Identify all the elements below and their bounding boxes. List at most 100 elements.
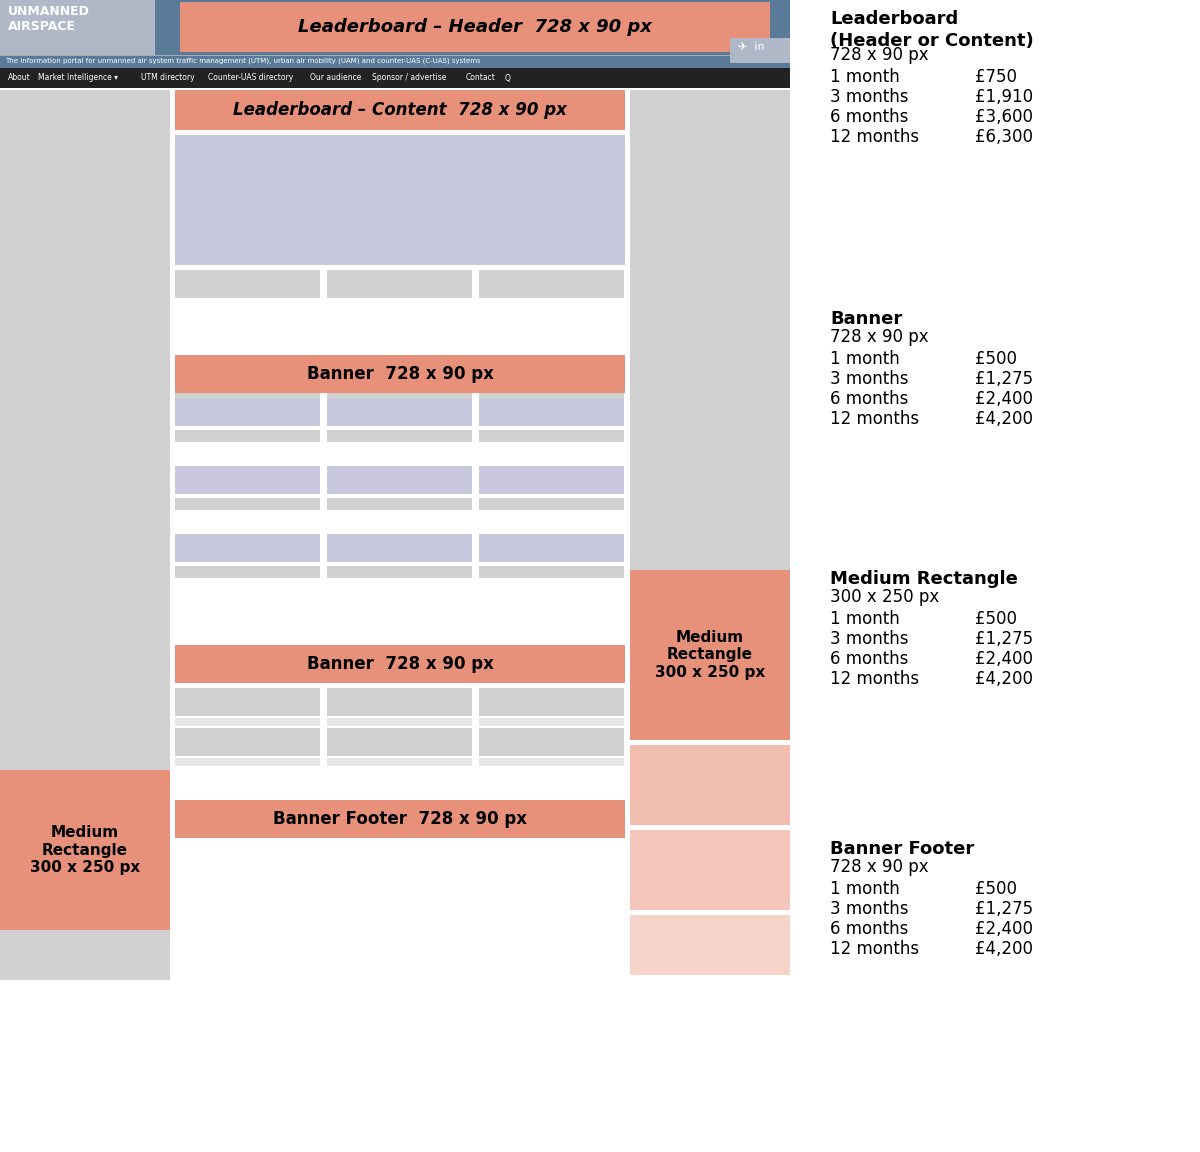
Text: Banner Footer: Banner Footer bbox=[830, 840, 974, 858]
Text: Leaderboard – Header  728 x 90 px: Leaderboard – Header 728 x 90 px bbox=[298, 18, 652, 36]
FancyBboxPatch shape bbox=[175, 397, 320, 426]
Text: 728 x 90 px: 728 x 90 px bbox=[830, 328, 929, 346]
Text: £6,300: £6,300 bbox=[974, 128, 1033, 146]
FancyBboxPatch shape bbox=[180, 2, 770, 52]
FancyBboxPatch shape bbox=[0, 770, 170, 930]
FancyBboxPatch shape bbox=[630, 570, 790, 740]
Text: 3 months: 3 months bbox=[830, 370, 908, 388]
FancyBboxPatch shape bbox=[175, 728, 320, 756]
FancyBboxPatch shape bbox=[326, 370, 472, 397]
Text: 6 months: 6 months bbox=[830, 920, 908, 938]
FancyBboxPatch shape bbox=[326, 467, 472, 494]
Text: 12 months: 12 months bbox=[830, 410, 919, 429]
Text: Banner Footer  728 x 90 px: Banner Footer 728 x 90 px bbox=[274, 810, 527, 828]
FancyBboxPatch shape bbox=[479, 467, 624, 494]
FancyBboxPatch shape bbox=[479, 270, 624, 298]
FancyBboxPatch shape bbox=[479, 566, 624, 578]
FancyBboxPatch shape bbox=[326, 718, 472, 726]
Text: 3 months: 3 months bbox=[830, 900, 908, 918]
Text: Banner: Banner bbox=[830, 310, 902, 328]
Text: 6 months: 6 months bbox=[830, 391, 908, 408]
FancyBboxPatch shape bbox=[479, 430, 624, 442]
Text: 3 months: 3 months bbox=[830, 630, 908, 647]
Text: 1 month: 1 month bbox=[830, 350, 900, 367]
Text: £4,200: £4,200 bbox=[974, 410, 1033, 429]
FancyBboxPatch shape bbox=[326, 758, 472, 766]
FancyBboxPatch shape bbox=[479, 397, 624, 426]
Text: 6 months: 6 months bbox=[830, 108, 908, 126]
FancyBboxPatch shape bbox=[0, 90, 170, 980]
FancyBboxPatch shape bbox=[175, 535, 320, 562]
Text: Market Intelligence ▾: Market Intelligence ▾ bbox=[38, 74, 119, 83]
Text: The information portal for unmanned air system traffic management (UTM), urban a: The information portal for unmanned air … bbox=[5, 58, 481, 65]
FancyBboxPatch shape bbox=[0, 68, 790, 88]
FancyBboxPatch shape bbox=[175, 90, 625, 130]
FancyBboxPatch shape bbox=[326, 430, 472, 442]
Text: Sponsor / advertise: Sponsor / advertise bbox=[372, 74, 446, 83]
FancyBboxPatch shape bbox=[175, 498, 320, 510]
FancyBboxPatch shape bbox=[326, 566, 472, 578]
FancyBboxPatch shape bbox=[175, 799, 625, 838]
FancyBboxPatch shape bbox=[175, 135, 625, 265]
FancyBboxPatch shape bbox=[730, 38, 790, 63]
FancyBboxPatch shape bbox=[326, 535, 472, 562]
Text: £750: £750 bbox=[974, 68, 1018, 86]
FancyBboxPatch shape bbox=[175, 718, 320, 726]
FancyBboxPatch shape bbox=[326, 270, 472, 298]
Text: Banner  728 x 90 px: Banner 728 x 90 px bbox=[306, 365, 493, 382]
FancyBboxPatch shape bbox=[175, 270, 320, 298]
Text: £500: £500 bbox=[974, 350, 1018, 367]
Text: £1,275: £1,275 bbox=[974, 370, 1033, 388]
Text: UTM directory: UTM directory bbox=[142, 74, 194, 83]
FancyBboxPatch shape bbox=[479, 758, 624, 766]
Text: £3,600: £3,600 bbox=[974, 108, 1033, 126]
Text: Medium
Rectangle
300 x 250 px: Medium Rectangle 300 x 250 px bbox=[30, 825, 140, 874]
FancyBboxPatch shape bbox=[479, 498, 624, 510]
Text: Medium
Rectangle
300 x 250 px: Medium Rectangle 300 x 250 px bbox=[655, 630, 766, 680]
Text: £4,200: £4,200 bbox=[974, 940, 1033, 958]
Text: Q: Q bbox=[505, 74, 511, 83]
FancyBboxPatch shape bbox=[630, 915, 790, 975]
Text: Leaderboard
(Header or Content): Leaderboard (Header or Content) bbox=[830, 10, 1033, 51]
FancyBboxPatch shape bbox=[0, 0, 790, 79]
FancyBboxPatch shape bbox=[630, 829, 790, 910]
Text: £500: £500 bbox=[974, 611, 1018, 628]
Text: Counter-UAS directory: Counter-UAS directory bbox=[208, 74, 293, 83]
Text: Leaderboard – Content  728 x 90 px: Leaderboard – Content 728 x 90 px bbox=[233, 101, 566, 119]
FancyBboxPatch shape bbox=[175, 758, 320, 766]
Text: £2,400: £2,400 bbox=[974, 650, 1033, 668]
Text: ✈  in: ✈ in bbox=[738, 41, 764, 52]
Text: 1 month: 1 month bbox=[830, 880, 900, 899]
FancyBboxPatch shape bbox=[326, 397, 472, 426]
FancyBboxPatch shape bbox=[479, 370, 624, 397]
FancyBboxPatch shape bbox=[630, 90, 790, 570]
Text: £1,910: £1,910 bbox=[974, 88, 1033, 106]
FancyBboxPatch shape bbox=[175, 566, 320, 578]
Text: 1 month: 1 month bbox=[830, 68, 900, 86]
Text: About: About bbox=[8, 74, 31, 83]
FancyBboxPatch shape bbox=[175, 688, 320, 717]
FancyBboxPatch shape bbox=[175, 370, 320, 397]
FancyBboxPatch shape bbox=[479, 718, 624, 726]
Text: Contact: Contact bbox=[466, 74, 496, 83]
Text: £1,275: £1,275 bbox=[974, 630, 1033, 647]
Text: 728 x 90 px: 728 x 90 px bbox=[830, 46, 929, 65]
Text: £500: £500 bbox=[974, 880, 1018, 899]
Text: £2,400: £2,400 bbox=[974, 391, 1033, 408]
FancyBboxPatch shape bbox=[326, 728, 472, 756]
FancyBboxPatch shape bbox=[326, 688, 472, 717]
FancyBboxPatch shape bbox=[630, 745, 790, 825]
Text: £1,275: £1,275 bbox=[974, 900, 1033, 918]
Text: 12 months: 12 months bbox=[830, 128, 919, 146]
FancyBboxPatch shape bbox=[0, 0, 155, 55]
FancyBboxPatch shape bbox=[175, 645, 625, 683]
Text: Medium Rectangle: Medium Rectangle bbox=[830, 570, 1018, 588]
FancyBboxPatch shape bbox=[326, 498, 472, 510]
FancyBboxPatch shape bbox=[479, 688, 624, 717]
FancyBboxPatch shape bbox=[479, 728, 624, 756]
FancyBboxPatch shape bbox=[479, 535, 624, 562]
FancyBboxPatch shape bbox=[175, 467, 320, 494]
Text: UNMANNED
AIRSPACE: UNMANNED AIRSPACE bbox=[8, 5, 90, 33]
Text: Our audience: Our audience bbox=[310, 74, 361, 83]
Text: 12 months: 12 months bbox=[830, 940, 919, 958]
